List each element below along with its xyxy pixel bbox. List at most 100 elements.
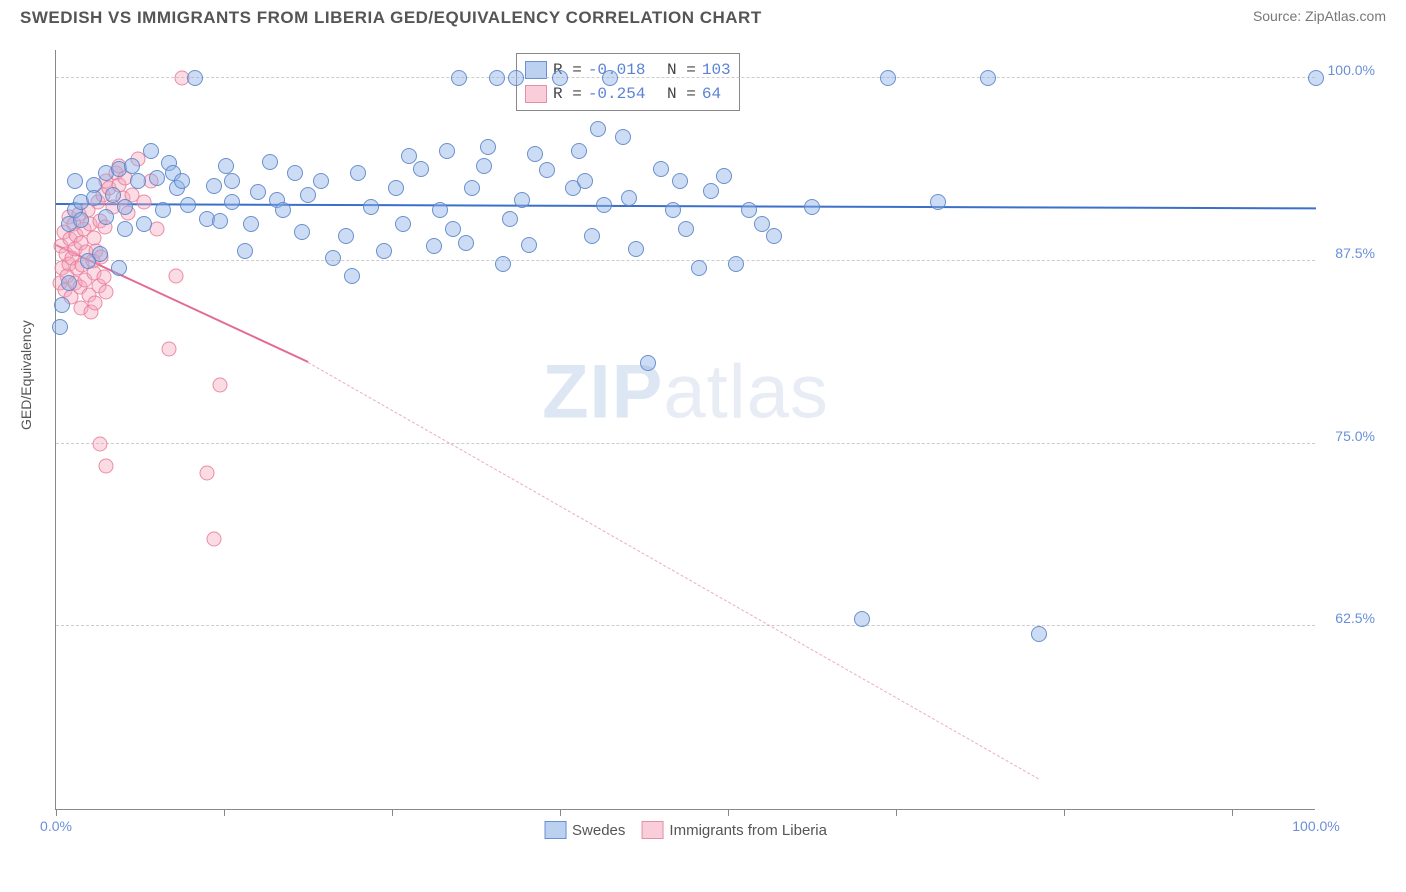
data-point	[143, 143, 159, 159]
chart-container: ZIPatlas R = -0.018 N = 103 R = -0.254 N…	[55, 50, 1385, 840]
data-point	[521, 237, 537, 253]
data-point	[691, 260, 707, 276]
data-point	[615, 129, 631, 145]
data-point	[117, 199, 133, 215]
y-axis-label: GED/Equivalency	[18, 320, 34, 430]
data-point	[350, 165, 366, 181]
data-point	[539, 162, 555, 178]
data-point	[678, 221, 694, 237]
data-point	[640, 355, 656, 371]
data-point	[571, 143, 587, 159]
data-point	[495, 256, 511, 272]
data-point	[672, 173, 688, 189]
data-point	[243, 216, 259, 232]
data-point	[124, 158, 140, 174]
stats-legend: R = -0.018 N = 103 R = -0.254 N = 64	[516, 53, 740, 111]
data-point	[137, 195, 152, 210]
data-point	[73, 212, 89, 228]
stats-row-pink: R = -0.254 N = 64	[525, 82, 731, 106]
x-tick-label: 0.0%	[40, 818, 72, 834]
data-point	[212, 213, 228, 229]
gridline	[56, 77, 1315, 78]
data-point	[508, 70, 524, 86]
data-point	[218, 158, 234, 174]
data-point	[224, 194, 240, 210]
chart-title: SWEDISH VS IMMIGRANTS FROM LIBERIA GED/E…	[20, 8, 762, 28]
x-tick-label: 100.0%	[1292, 818, 1339, 834]
data-point	[187, 70, 203, 86]
legend-item-pink: Immigrants from Liberia	[641, 821, 827, 839]
x-tick	[392, 809, 393, 816]
bottom-legend: Swedes Immigrants from Liberia	[544, 821, 827, 839]
data-point	[376, 243, 392, 259]
data-point	[200, 465, 215, 480]
data-point	[93, 436, 108, 451]
chart-header: SWEDISH VS IMMIGRANTS FROM LIBERIA GED/E…	[0, 0, 1406, 32]
data-point	[262, 154, 278, 170]
data-point	[130, 173, 146, 189]
plot-area: ZIPatlas R = -0.018 N = 103 R = -0.254 N…	[55, 50, 1315, 810]
data-point	[480, 139, 496, 155]
data-point	[206, 531, 221, 546]
data-point	[413, 161, 429, 177]
x-tick	[1232, 809, 1233, 816]
data-point	[502, 211, 518, 227]
legend-label-blue: Swedes	[572, 822, 625, 839]
data-point	[338, 228, 354, 244]
data-point	[602, 70, 618, 86]
y-tick-label: 75.0%	[1320, 428, 1375, 444]
data-point	[136, 216, 152, 232]
y-tick-label: 62.5%	[1320, 610, 1375, 626]
data-point	[86, 190, 102, 206]
data-point	[300, 187, 316, 203]
data-point	[432, 202, 448, 218]
data-point	[155, 202, 171, 218]
data-point	[1031, 626, 1047, 642]
data-point	[930, 194, 946, 210]
data-point	[880, 70, 896, 86]
data-point	[451, 70, 467, 86]
data-point	[99, 458, 114, 473]
data-point	[628, 241, 644, 257]
data-point	[1308, 70, 1324, 86]
data-point	[489, 70, 505, 86]
data-point	[363, 199, 379, 215]
x-tick	[1064, 809, 1065, 816]
chart-source: Source: ZipAtlas.com	[1253, 8, 1386, 24]
data-point	[804, 199, 820, 215]
data-point	[149, 170, 165, 186]
data-point	[162, 341, 177, 356]
n-label: N =	[667, 58, 696, 82]
r-value-pink: -0.254	[588, 82, 646, 106]
data-point	[728, 256, 744, 272]
data-point	[577, 173, 593, 189]
x-tick	[224, 809, 225, 816]
gridline	[56, 443, 1315, 444]
y-tick-label: 100.0%	[1320, 62, 1375, 78]
data-point	[703, 183, 719, 199]
gridline	[56, 260, 1315, 261]
data-point	[88, 296, 103, 311]
data-point	[275, 202, 291, 218]
y-tick-label: 87.5%	[1320, 245, 1375, 261]
data-point	[980, 70, 996, 86]
data-point	[590, 121, 606, 137]
data-point	[180, 197, 196, 213]
data-point	[54, 297, 70, 313]
data-point	[621, 190, 637, 206]
data-point	[111, 260, 127, 276]
x-tick	[728, 809, 729, 816]
data-point	[224, 173, 240, 189]
swatch-blue-icon	[544, 821, 566, 839]
data-point	[766, 228, 782, 244]
swatch-pink-icon	[641, 821, 663, 839]
data-point	[653, 161, 669, 177]
data-point	[395, 216, 411, 232]
data-point	[287, 165, 303, 181]
legend-item-blue: Swedes	[544, 821, 625, 839]
n-value-pink: 64	[702, 82, 721, 106]
data-point	[344, 268, 360, 284]
data-point	[325, 250, 341, 266]
data-point	[99, 284, 114, 299]
data-point	[237, 243, 253, 259]
